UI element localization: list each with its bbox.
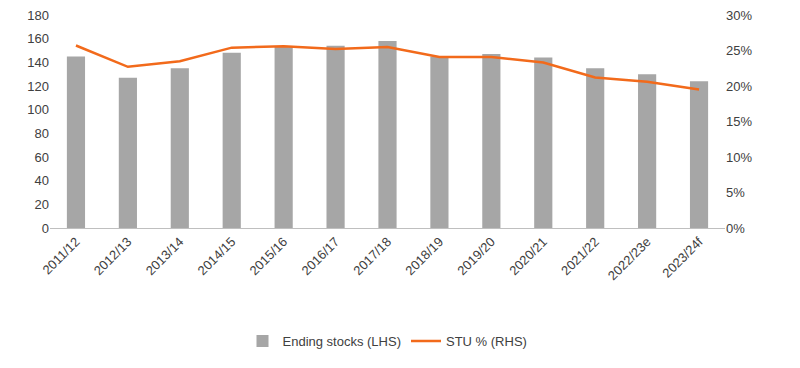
svg-text:160: 160 — [27, 31, 49, 46]
svg-text:0%: 0% — [726, 221, 745, 236]
svg-text:STU % (RHS): STU % (RHS) — [446, 334, 527, 349]
svg-text:80: 80 — [35, 126, 49, 141]
svg-text:2012/13: 2012/13 — [91, 234, 135, 278]
svg-text:120: 120 — [27, 79, 49, 94]
svg-text:0: 0 — [42, 221, 49, 236]
svg-text:30%: 30% — [726, 8, 752, 23]
svg-text:15%: 15% — [726, 114, 752, 129]
svg-text:2023/24f: 2023/24f — [659, 234, 706, 281]
svg-text:2014/15: 2014/15 — [195, 234, 239, 278]
svg-text:2018/19: 2018/19 — [402, 234, 446, 278]
svg-text:60: 60 — [35, 150, 49, 165]
svg-text:140: 140 — [27, 55, 49, 70]
svg-text:180: 180 — [27, 8, 49, 23]
svg-text:2017/18: 2017/18 — [350, 234, 394, 278]
svg-text:10%: 10% — [726, 150, 752, 165]
svg-text:2019/20: 2019/20 — [454, 234, 498, 278]
svg-text:2022/23e: 2022/23e — [605, 234, 654, 283]
svg-text:2011/12: 2011/12 — [40, 234, 83, 277]
svg-text:25%: 25% — [726, 43, 752, 58]
svg-text:5%: 5% — [726, 185, 745, 200]
svg-text:2013/14: 2013/14 — [143, 234, 187, 278]
svg-text:2020/21: 2020/21 — [506, 234, 550, 278]
svg-text:100: 100 — [27, 102, 49, 117]
svg-text:Ending stocks (LHS): Ending stocks (LHS) — [283, 334, 402, 349]
svg-text:20: 20 — [35, 197, 49, 212]
svg-text:2015/16: 2015/16 — [247, 234, 291, 278]
svg-text:20%: 20% — [726, 79, 752, 94]
svg-text:2016/17: 2016/17 — [298, 234, 342, 278]
svg-text:2021/22: 2021/22 — [558, 234, 602, 278]
svg-text:40: 40 — [35, 173, 49, 188]
